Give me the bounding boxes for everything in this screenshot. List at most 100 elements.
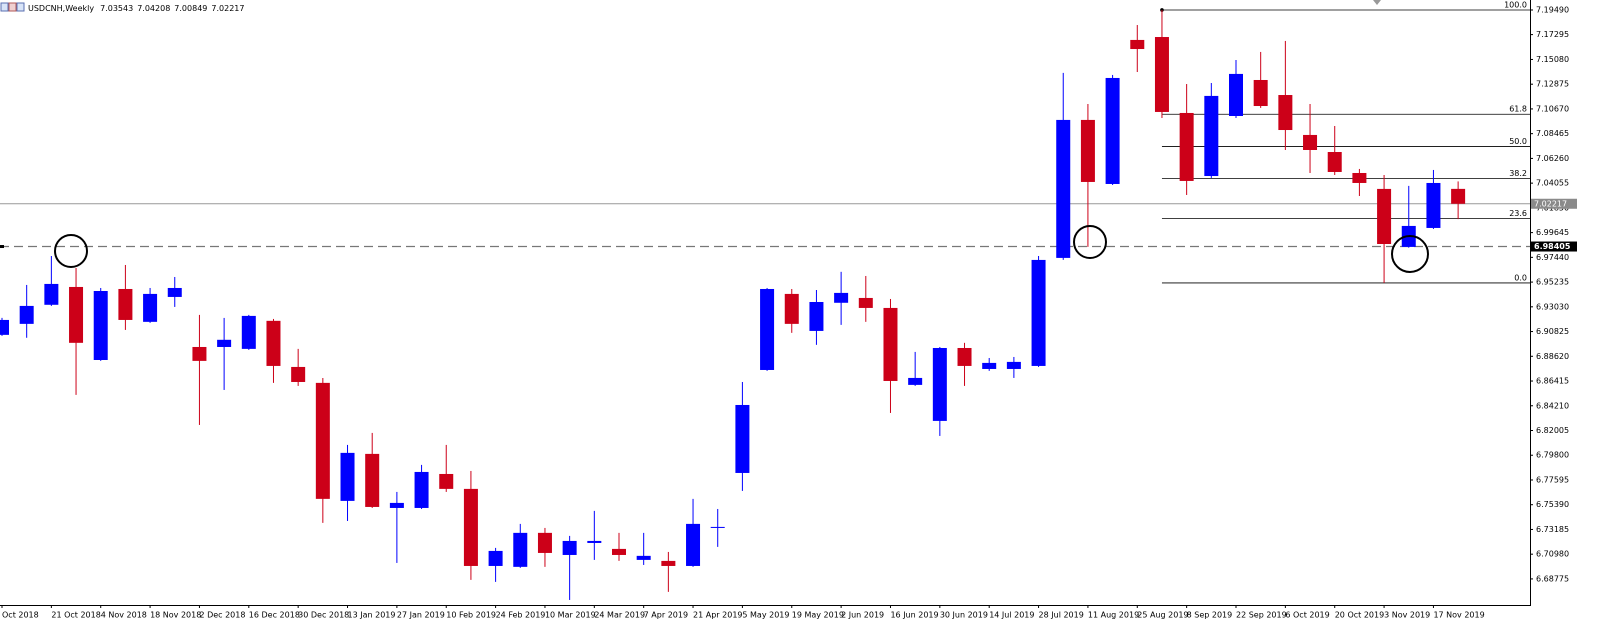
candle-body: [266, 320, 281, 366]
candle-body: [0, 319, 9, 335]
candle-body: [1426, 182, 1441, 228]
candle-body: [661, 560, 676, 566]
candle-body: [686, 523, 701, 566]
x-tick-label: 2 Dec 2018: [199, 611, 245, 620]
candle-body: [1105, 77, 1120, 184]
icon: [16, 2, 25, 12]
fib-level-label: 100.0: [1504, 0, 1527, 9]
candle-body: [1352, 172, 1367, 183]
support-label: 6.98405: [1534, 242, 1571, 251]
candle-body: [93, 291, 108, 360]
x-tick-label: 21 Apr 2019: [693, 611, 742, 620]
candle-body: [932, 347, 947, 421]
candle-body: [241, 315, 256, 349]
candle-body: [809, 301, 824, 331]
x-tick-label: 8 Sep 2019: [1187, 611, 1233, 620]
fib-level-label: 61.8: [1509, 105, 1527, 114]
y-tick-label: 6.73185: [1536, 525, 1569, 534]
y-tick-label: 7.19490: [1536, 5, 1569, 14]
candle-body: [44, 283, 59, 305]
x-tick-label: Oct 2018: [2, 611, 39, 620]
x-tick-label: 14 Jul 2019: [989, 611, 1034, 620]
y-tick-label: 6.79800: [1536, 451, 1569, 460]
candle-body: [908, 377, 923, 385]
candle-body: [1056, 119, 1071, 258]
candle-body: [439, 473, 454, 489]
candle-body: [1451, 188, 1466, 204]
fib-level-label: 23.6: [1509, 209, 1527, 218]
x-tick-label: 30 Dec 2018: [298, 611, 349, 620]
y-tick-label: 7.04055: [1536, 179, 1569, 188]
candle-body: [340, 452, 355, 501]
icon: [8, 2, 17, 12]
x-tick-label: 6 Oct 2019: [1285, 611, 1329, 620]
candle-body: [1031, 259, 1046, 366]
y-tick-label: 6.93030: [1536, 302, 1569, 311]
x-tick-label: 20 Oct 2019: [1335, 611, 1384, 620]
candle-body: [982, 362, 997, 369]
y-tick-label: 7.15080: [1536, 55, 1569, 64]
candle-body: [636, 555, 651, 560]
chart-title: USDCNH,Weekly 7.03543 7.04208 7.00849 7.0221…: [28, 4, 244, 13]
candle-body: [537, 532, 552, 553]
icon: [0, 2, 9, 12]
x-tick-label: 30 Jun 2019: [940, 611, 988, 620]
fib-level-label: 0.0: [1514, 273, 1527, 282]
fib-level-label: 38.2: [1509, 169, 1527, 178]
annotations: [54, 225, 1429, 273]
x-tick-label: 28 Jul 2019: [1039, 611, 1084, 620]
support-label-box: [1531, 241, 1577, 252]
x-tick-label: 3 Nov 2019: [1384, 611, 1430, 620]
x-tick-label: 24 Mar 2019: [594, 611, 645, 620]
candle-body: [217, 339, 232, 347]
y-tick-label: 6.99645: [1536, 228, 1569, 237]
candle-body: [167, 287, 182, 297]
symbol: USDCNH,Weekly: [28, 4, 94, 13]
candle-body: [118, 288, 133, 320]
candle-body: [513, 532, 528, 567]
candle-body: [1327, 152, 1342, 172]
candle-body: [1006, 361, 1021, 369]
x-tick-label: 19 May 2019: [792, 611, 844, 620]
y-tick-label: 6.84210: [1536, 401, 1569, 410]
candle-body: [389, 502, 404, 508]
candle-body: [19, 305, 34, 324]
candle-body: [562, 540, 577, 555]
x-tick-label: 18 Nov 2018: [150, 611, 201, 620]
circle-annotation: [54, 234, 88, 268]
y-tick-label: 6.86415: [1536, 377, 1569, 386]
fib-level-label: 50.0: [1509, 137, 1527, 146]
circle-annotation: [1073, 225, 1107, 259]
y-tick-label: 7.17295: [1536, 30, 1569, 39]
x-tick-label: 24 Feb 2019: [496, 611, 546, 620]
candle-body: [1229, 73, 1243, 116]
x-tick-label: 2 Jun 2019: [841, 611, 884, 620]
candle-body: [587, 540, 602, 543]
support-marker: [0, 245, 4, 249]
y-tick-label: 7.10670: [1536, 104, 1569, 113]
circle-annotation: [1391, 235, 1429, 273]
x-tick-label: 16 Jun 2019: [890, 611, 938, 620]
shift-marker: [1373, 0, 1381, 5]
x-tick-label: 27 Jan 2019: [397, 611, 445, 620]
x-tick-label: 21 Oct 2018: [51, 611, 100, 620]
candle-body: [488, 550, 503, 566]
x-tick-label: 16 Dec 2018: [249, 611, 300, 620]
y-tick-label: 6.88620: [1536, 352, 1569, 361]
candle-body: [291, 366, 306, 382]
candle-body: [463, 488, 478, 566]
candle-body: [143, 293, 158, 322]
y-tick-label: 6.95235: [1536, 278, 1569, 287]
candle-body: [735, 404, 750, 473]
candle-body: [760, 288, 775, 370]
toolbar-icons: [0, 2, 25, 12]
candle-body: [365, 453, 380, 507]
price-label: 7.02217: [1534, 199, 1567, 208]
candle-body: [315, 382, 330, 499]
y-tick-label: 6.90825: [1536, 327, 1569, 336]
ohlc-high: 7.04208: [137, 4, 170, 13]
x-tick-label: 10 Mar 2019: [545, 611, 596, 620]
y-tick-label: 6.97440: [1536, 253, 1569, 262]
candle-body: [1179, 112, 1194, 181]
